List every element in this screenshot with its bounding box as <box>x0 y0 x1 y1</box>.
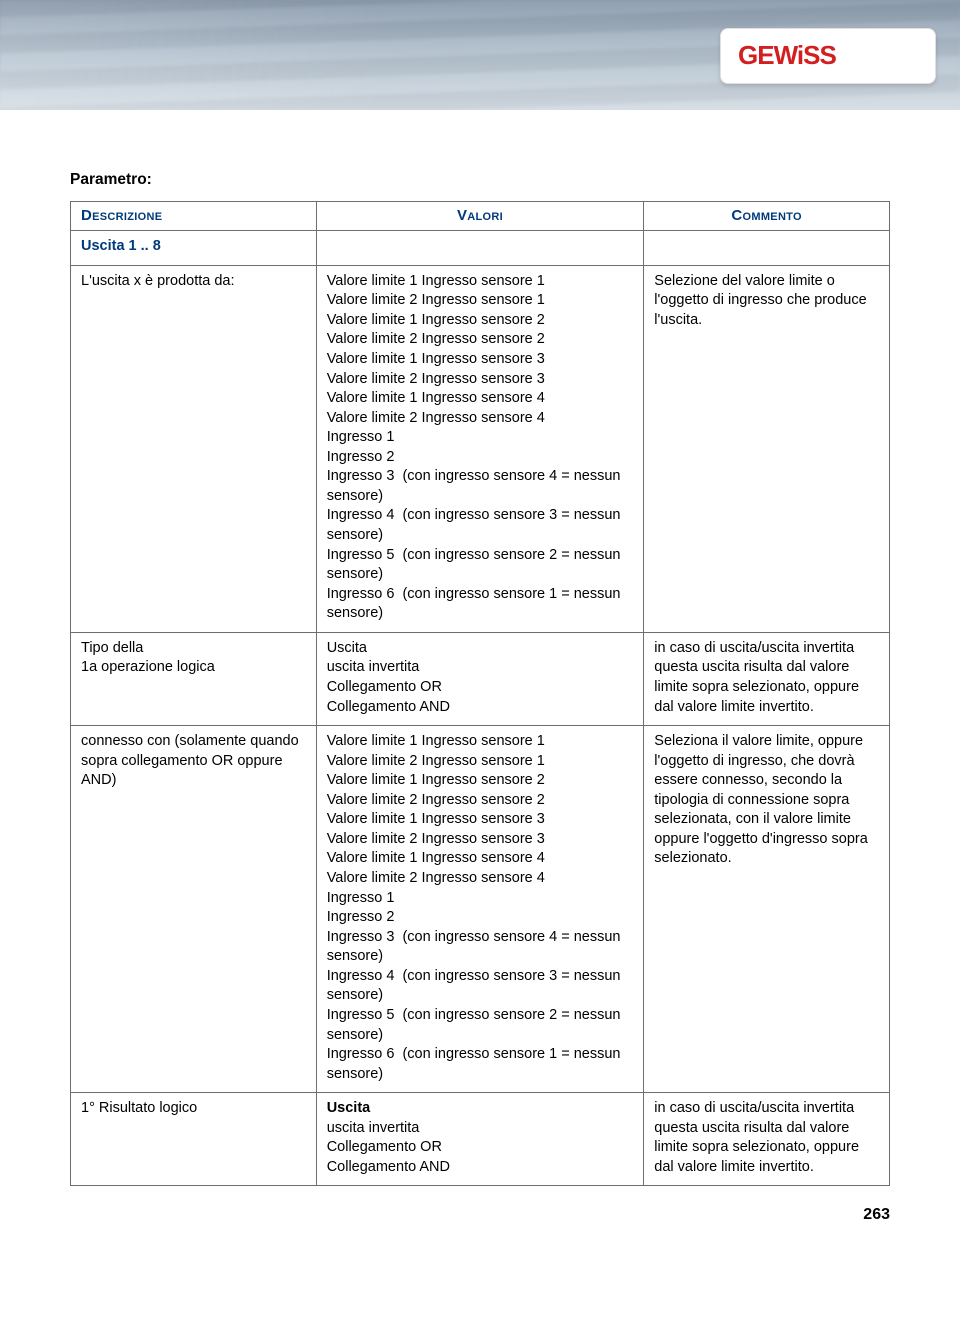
value-line: Ingresso 1 <box>327 889 634 909</box>
cell-valori: Uscitauscita invertitaCollegamento ORCol… <box>316 1093 644 1186</box>
desc-line: 1a operazione logica <box>81 658 306 678</box>
value-line: Ingresso 5 (con ingresso sensore 2 = nes… <box>327 1006 634 1045</box>
value-line: uscita invertita <box>327 658 634 678</box>
value-line: Valore limite 1 Ingresso sensore 4 <box>327 849 634 869</box>
value-line: Uscita <box>327 639 634 659</box>
value-line: Valore limite 1 Ingresso sensore 1 <box>327 272 634 292</box>
value-line: Ingresso 6 (con ingresso sensore 1 = nes… <box>327 585 634 624</box>
value-line: Collegamento AND <box>327 1158 634 1178</box>
cell-commento <box>644 231 890 266</box>
brand-logo-plate: GEWiSS <box>720 28 936 84</box>
value-line: Collegamento OR <box>327 678 634 698</box>
value-line: Collegamento OR <box>327 1138 634 1158</box>
value-line: Ingresso 4 (con ingresso sensore 3 = nes… <box>327 967 634 1006</box>
value-line: Valore limite 1 Ingresso sensore 3 <box>327 350 634 370</box>
gewiss-logo-icon: GEWiSS <box>738 37 918 75</box>
cell-valori <box>316 231 644 266</box>
desc-line: Tipo della <box>81 639 306 659</box>
value-line: Valore limite 2 Ingresso sensore 4 <box>327 409 634 429</box>
col-header-commento: Commento <box>644 201 890 230</box>
parameter-table: Descrizione Valori Commento Uscita 1 .. … <box>70 201 890 1187</box>
table-header-row: Descrizione Valori Commento <box>71 201 890 230</box>
comment-line: in caso di uscita/uscita invertita quest… <box>654 1099 879 1177</box>
value-line: Valore limite 1 Ingresso sensore 2 <box>327 311 634 331</box>
col-header-descrizione: Descrizione <box>71 201 317 230</box>
cell-descrizione: 1° Risultato logico <box>71 1093 317 1186</box>
value-line: Ingresso 4 (con ingresso sensore 3 = nes… <box>327 506 634 545</box>
cell-commento: Seleziona il valore limite, oppure l'ogg… <box>644 726 890 1093</box>
col-header-valori: Valori <box>316 201 644 230</box>
desc-line: connesso con (solamente quando sopra col… <box>81 732 306 791</box>
cell-valori: Valore limite 1 Ingresso sensore 1Valore… <box>316 265 644 632</box>
value-line: Collegamento AND <box>327 698 634 718</box>
value-line: Ingresso 2 <box>327 448 634 468</box>
table-row: L'uscita x è prodotta da: Valore limite 1… <box>71 265 890 632</box>
cell-valori: Valore limite 1 Ingresso sensore 1Valore… <box>316 726 644 1093</box>
value-line: Valore limite 2 Ingresso sensore 3 <box>327 370 634 390</box>
page-number: 263 <box>70 1204 890 1226</box>
cell-commento: in caso di uscita/uscita invertita quest… <box>644 632 890 725</box>
value-line: Valore limite 2 Ingresso sensore 2 <box>327 330 634 350</box>
desc-line: 1° Risultato logico <box>81 1099 306 1119</box>
value-line: Ingresso 6 (con ingresso sensore 1 = nes… <box>327 1045 634 1084</box>
comment-line: Seleziona il valore limite, oppure l'ogg… <box>654 732 879 869</box>
svg-text:GEWiSS: GEWiSS <box>738 40 836 70</box>
value-line: Valore limite 1 Ingresso sensore 1 <box>327 732 634 752</box>
value-line: uscita invertita <box>327 1119 634 1139</box>
value-line: Valore limite 1 Ingresso sensore 4 <box>327 389 634 409</box>
cell-descrizione: L'uscita x è prodotta da: <box>71 265 317 632</box>
value-line: Valore limite 2 Ingresso sensore 1 <box>327 752 634 772</box>
desc-line: L'uscita x è prodotta da: <box>81 272 306 292</box>
row-title: Uscita 1 .. 8 <box>81 237 306 257</box>
section-title: Parametro: <box>70 170 890 191</box>
value-line: Ingresso 1 <box>327 428 634 448</box>
cell-descrizione: Uscita 1 .. 8 <box>71 231 317 266</box>
comment-line: Selezione del valore limite o l'oggetto … <box>654 272 879 331</box>
value-line: Ingresso 2 <box>327 908 634 928</box>
cell-commento: Selezione del valore limite o l'oggetto … <box>644 265 890 632</box>
value-line: Ingresso 5 (con ingresso sensore 2 = nes… <box>327 546 634 585</box>
table-row: 1° Risultato logico Uscitauscita invertit… <box>71 1093 890 1186</box>
value-line: Valore limite 2 Ingresso sensore 4 <box>327 869 634 889</box>
cell-commento: in caso di uscita/uscita invertita quest… <box>644 1093 890 1186</box>
value-line: Valore limite 2 Ingresso sensore 3 <box>327 830 634 850</box>
table-row: Uscita 1 .. 8 <box>71 231 890 266</box>
table-row: Tipo della1a operazione logicaUscitausci… <box>71 632 890 725</box>
table-row: connesso con (solamente quando sopra col… <box>71 726 890 1093</box>
value-line: Valore limite 2 Ingresso sensore 1 <box>327 291 634 311</box>
page-body: Parametro: Descrizione Valori Commento U… <box>0 110 960 1254</box>
cell-descrizione: connesso con (solamente quando sopra col… <box>71 726 317 1093</box>
value-line: Valore limite 1 Ingresso sensore 2 <box>327 771 634 791</box>
value-line: Uscita <box>327 1099 634 1119</box>
value-line: Ingresso 3 (con ingresso sensore 4 = nes… <box>327 928 634 967</box>
value-line: Ingresso 3 (con ingresso sensore 4 = nes… <box>327 467 634 506</box>
cell-valori: Uscitauscita invertitaCollegamento ORCol… <box>316 632 644 725</box>
value-line: Valore limite 1 Ingresso sensore 3 <box>327 810 634 830</box>
header-banner: GEWiSS <box>0 0 960 110</box>
comment-line: in caso di uscita/uscita invertita quest… <box>654 639 879 717</box>
value-line: Valore limite 2 Ingresso sensore 2 <box>327 791 634 811</box>
cell-descrizione: Tipo della1a operazione logica <box>71 632 317 725</box>
